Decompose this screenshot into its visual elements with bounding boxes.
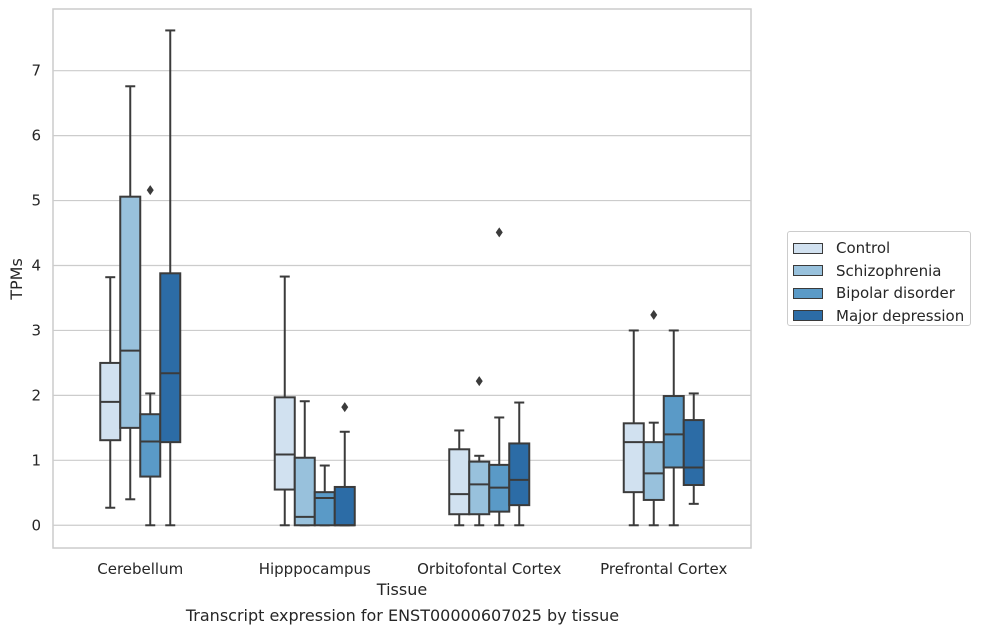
boxes <box>99 29 705 527</box>
box-2-0 <box>448 429 471 527</box>
box-0-1 <box>119 85 142 501</box>
box-1-0 <box>273 275 296 527</box>
y-tick-label: 2 <box>31 386 41 404</box>
plot-frame <box>52 8 752 549</box>
outlier-point <box>146 185 154 196</box>
legend-label: Schizophrenia <box>836 261 942 280</box>
box-3-1 <box>642 309 665 527</box>
y-tick-label: 0 <box>31 516 41 534</box>
box-body <box>333 485 356 527</box>
legend-swatch <box>793 287 823 299</box>
box-3-0 <box>622 329 645 527</box>
box-body <box>273 396 296 491</box>
box-1-3 <box>333 402 356 527</box>
legend-label: Major depression <box>836 306 965 325</box>
y-tick-label: 5 <box>31 192 41 210</box>
box-body <box>468 460 491 516</box>
box-3-3 <box>682 392 705 505</box>
y-tick-labels: 0 1 2 3 4 5 6 7 <box>31 62 41 535</box>
y-axis-label: TPMs <box>7 258 26 301</box>
x-axis-label: Tissue <box>376 580 427 599</box>
x-tick-labels: Cerebellum Hipppocampus Orbitofontal Corte… <box>97 560 727 578</box>
box-1-2 <box>313 464 336 527</box>
x-tick-label: Hipppocampus <box>259 560 371 578</box>
legend-swatch <box>793 310 823 322</box>
box-body <box>139 413 162 478</box>
box-2-2 <box>488 227 511 527</box>
box-body <box>159 272 182 444</box>
legend: Control Schizophrenia Bipolar disorder Majo… <box>787 231 971 326</box>
y-tick-label: 7 <box>31 62 41 80</box>
box-body <box>622 422 645 494</box>
outlier-point <box>650 309 658 320</box>
outlier-point <box>495 227 503 238</box>
box-body <box>642 441 665 501</box>
legend-item: Schizophrenia <box>793 260 970 283</box>
box-body <box>293 456 316 527</box>
box-body <box>682 419 705 487</box>
x-tick-label: Cerebellum <box>97 560 183 578</box>
legend-swatch <box>793 265 823 277</box>
box-0-0 <box>99 276 122 509</box>
box-body <box>448 448 471 516</box>
legend-label: Bipolar disorder <box>836 284 955 303</box>
box-body <box>662 395 685 469</box>
y-tick-label: 1 <box>31 451 41 469</box>
legend-label: Control <box>836 239 891 258</box>
legend-item: Bipolar disorder <box>793 282 970 305</box>
box-1-1 <box>293 400 316 527</box>
box-2-3 <box>508 401 531 527</box>
legend-item: Control <box>793 237 970 260</box>
box-0-3 <box>159 29 182 527</box>
x-tick-label: Prefrontal Cortex <box>600 560 727 578</box>
box-2-1 <box>468 376 491 527</box>
y-tick-label: 4 <box>31 257 41 275</box>
x-tick-label: Orbitofontal Cortex <box>417 560 561 578</box>
box-body <box>119 195 142 429</box>
y-tick-label: 3 <box>31 321 41 339</box>
y-tick-label: 6 <box>31 127 41 145</box>
outlier-point <box>475 376 483 387</box>
box-3-2 <box>662 329 685 527</box>
legend-swatch <box>793 242 823 254</box>
box-0-2 <box>139 185 162 527</box>
outlier-point <box>341 402 349 413</box>
chart-caption: Transcript expression for ENST0000060702… <box>185 606 620 625</box>
legend-item: Major depression <box>793 305 970 328</box>
box-body <box>508 442 531 507</box>
